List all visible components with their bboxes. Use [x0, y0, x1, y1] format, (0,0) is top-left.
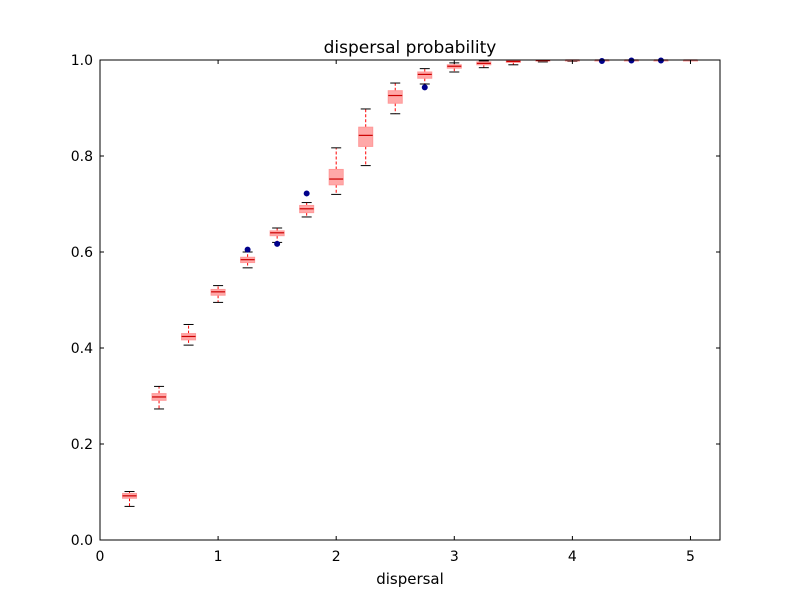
box-10	[417, 68, 433, 91]
x-tick-label: 4	[568, 549, 577, 565]
box-6	[299, 190, 315, 218]
y-tick-label: 0.0	[71, 533, 93, 549]
box-1	[151, 385, 167, 410]
x-tick-label: 1	[214, 549, 223, 565]
box-8	[358, 108, 374, 167]
box-iqr	[417, 71, 433, 79]
box-iqr	[387, 90, 403, 104]
box-3	[210, 285, 226, 303]
box-iqr	[358, 126, 374, 147]
box-iqr	[328, 168, 344, 186]
outlier-point	[244, 246, 251, 253]
outlier-point	[274, 240, 281, 247]
y-tick-label: 1.0	[71, 53, 93, 69]
plot-area	[122, 57, 698, 507]
box-7	[328, 147, 344, 195]
y-tick-label: 0.6	[71, 245, 93, 261]
x-tick-label: 5	[686, 549, 695, 565]
box-9	[387, 82, 403, 115]
chart-title: dispersal probability	[324, 38, 497, 58]
outlier-point	[598, 57, 605, 64]
box-4	[240, 246, 256, 269]
box-2	[181, 323, 197, 346]
x-tick-label: 0	[96, 549, 105, 565]
box-0	[122, 491, 138, 507]
box-13	[505, 59, 521, 66]
outlier-point	[303, 190, 310, 197]
y-tick-label: 0.2	[71, 437, 93, 453]
box-12	[476, 60, 492, 69]
plot-frame	[99, 59, 721, 541]
box-16	[594, 57, 610, 64]
x-tick-label: 2	[332, 549, 341, 565]
x-axis-title: dispersal	[376, 570, 444, 588]
x-tick-label: 3	[450, 549, 459, 565]
axis-ticks: 0 1 2 3 4 5 0.0 0.2 0.4 0.6 0.8 1.0	[71, 53, 720, 565]
box-11	[446, 62, 462, 73]
box-5	[269, 227, 285, 247]
y-tick-label: 0.4	[71, 341, 93, 357]
y-tick-label: 0.8	[71, 149, 93, 165]
outlier-point	[421, 84, 428, 91]
